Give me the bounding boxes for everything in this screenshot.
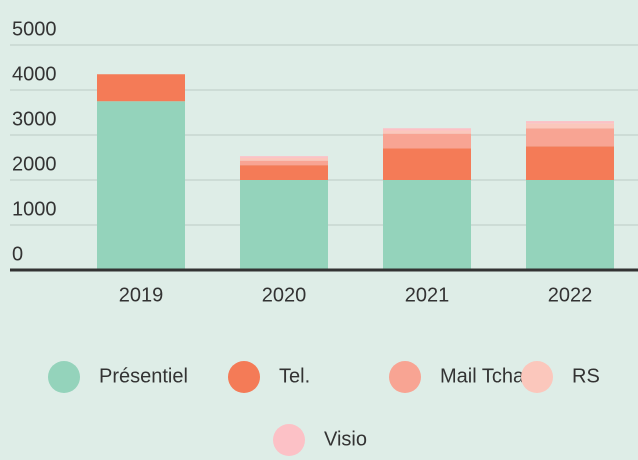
bar-segment — [383, 148, 471, 180]
bar-segment — [97, 101, 185, 270]
legend-label: Tel. — [279, 365, 310, 387]
legend-swatch — [389, 361, 421, 393]
legend-swatch — [521, 361, 553, 393]
x-tick-label: 2022 — [548, 284, 593, 306]
x-tick-label: 2020 — [262, 284, 307, 306]
bar-segment — [383, 128, 471, 131]
bar-segment — [97, 74, 185, 102]
bar-segment — [240, 157, 328, 161]
y-tick-label: 3000 — [12, 108, 57, 130]
y-tick-label: 0 — [12, 243, 23, 265]
bar-segment — [526, 180, 614, 270]
legend-swatch — [273, 424, 305, 456]
legend-label: RS — [572, 365, 600, 387]
bar-segment — [383, 133, 471, 149]
y-tick-label: 5000 — [12, 18, 57, 40]
legend-swatch — [228, 361, 260, 393]
x-tick-label: 2021 — [405, 284, 450, 306]
y-tick-label: 2000 — [12, 153, 57, 175]
legend-label: Mail Tchat — [440, 365, 530, 387]
y-tick-label: 4000 — [12, 63, 57, 85]
bar-segment — [526, 121, 614, 124]
bar-segment — [240, 156, 328, 158]
legend-label: Visio — [324, 428, 367, 450]
legend-label: Présentiel — [99, 365, 188, 387]
legend-swatch — [48, 361, 80, 393]
bar-segment — [240, 180, 328, 270]
bar-segment — [526, 123, 614, 129]
bar-segment — [526, 128, 614, 147]
bar-segment — [526, 146, 614, 180]
bar-segment — [240, 165, 328, 180]
x-tick-label: 2019 — [119, 284, 164, 306]
bar-segment — [383, 180, 471, 270]
bar-segment — [240, 160, 328, 166]
y-tick-label: 1000 — [12, 198, 57, 220]
bar-segment — [383, 130, 471, 134]
